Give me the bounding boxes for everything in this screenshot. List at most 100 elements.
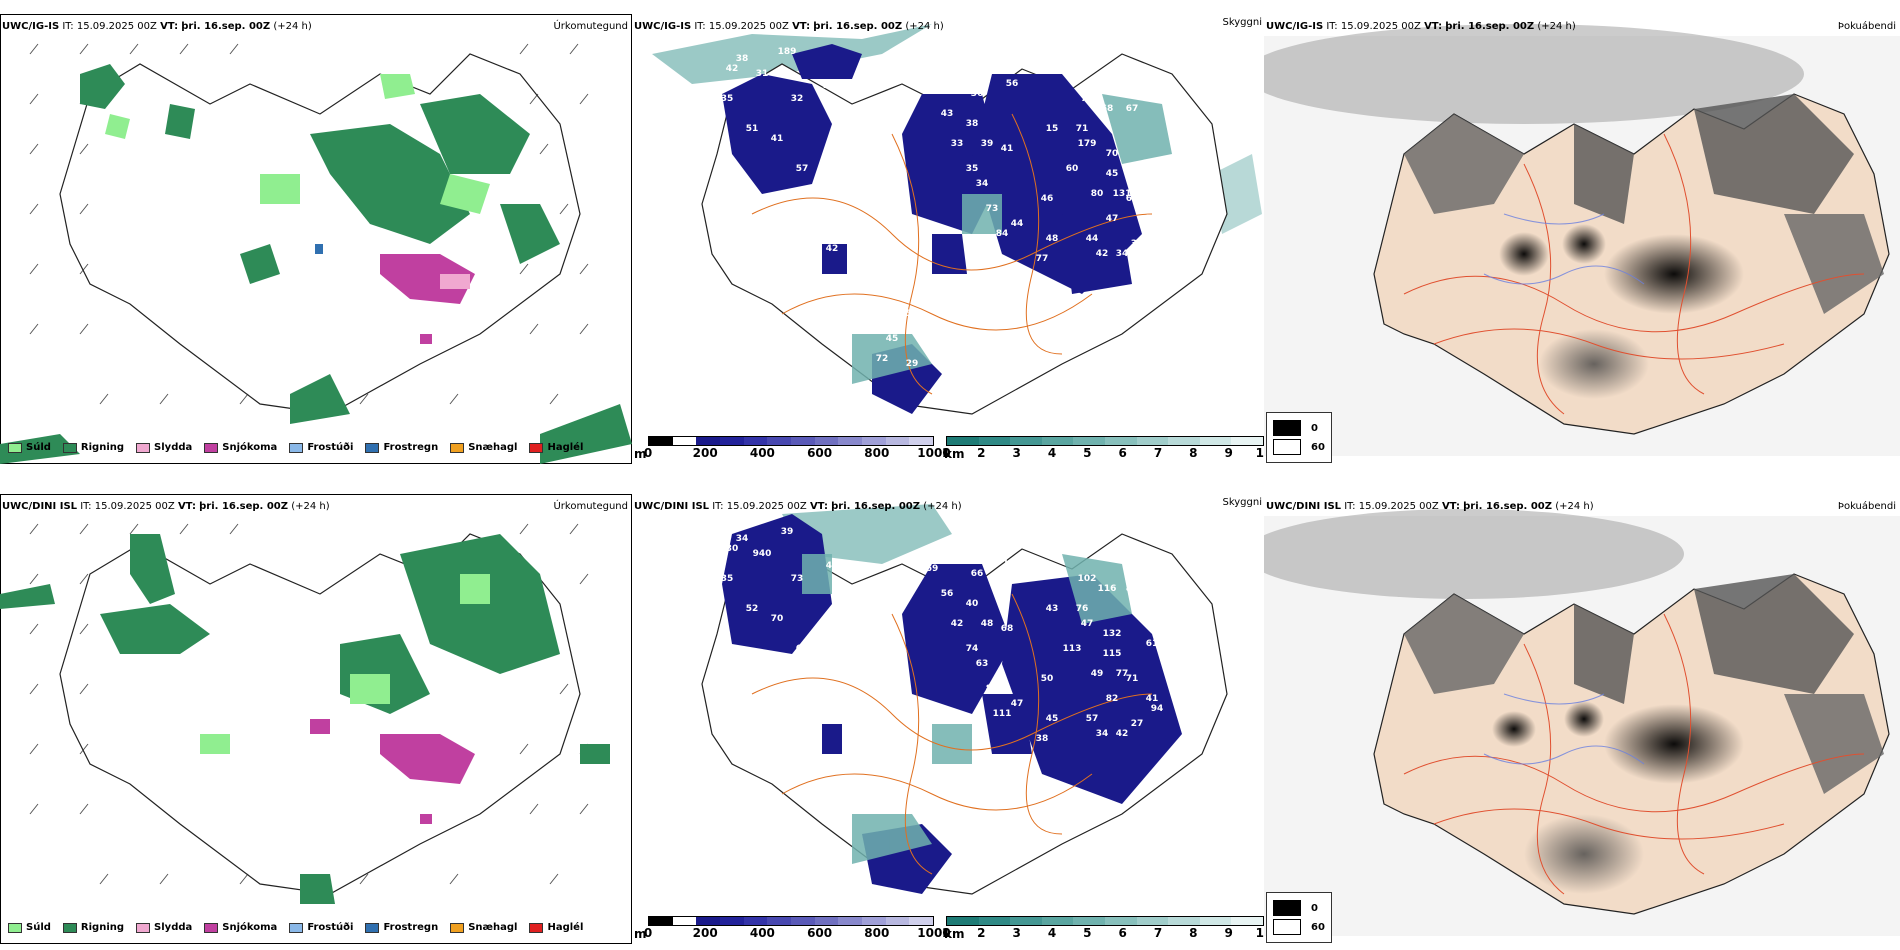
ceiling-value-label: 80: [1090, 189, 1104, 199]
visibility-colorbar-boxes: [946, 916, 1264, 926]
ceiling-value-label: 73: [790, 574, 804, 584]
ceiling-value-label: 71: [1125, 674, 1139, 684]
colorbar-swatch: [791, 437, 815, 445]
fog-legend-row: 0: [1273, 900, 1325, 916]
colorbar-swatch: [1199, 437, 1232, 445]
panel-title: Skyggni: [1222, 17, 1262, 28]
ceiling-value-label: 49: [1090, 669, 1104, 679]
colorbar-swatch: [791, 917, 815, 925]
ceiling-value-label: 73: [985, 204, 999, 214]
fog-panel-top: UWC/IG-IS IT: 15.09.2025 00Z VT: þri. 16…: [1264, 14, 1900, 464]
ceiling-value-label: 46: [1040, 194, 1054, 204]
ceiling-value-label: 60: [1065, 164, 1079, 174]
ceiling-value-label: 31: [755, 69, 769, 79]
colorbar-swatch: [720, 917, 744, 925]
colorbar-swatch: [862, 437, 886, 445]
ceiling-value-label: 38: [1035, 734, 1049, 744]
ceiling-value-label: 50: [1040, 674, 1054, 684]
ceiling-value-label: 66: [970, 569, 984, 579]
ceiling-value-label: 43: [940, 109, 954, 119]
ceiling-value-label: 70: [1080, 94, 1094, 104]
colorbar-tick: 200: [692, 926, 718, 940]
ceiling-value-label: 44: [1085, 234, 1099, 244]
colorbar-swatch: [649, 917, 673, 925]
ceiling-value-label: 74: [965, 644, 979, 654]
ceiling-value-label: 39: [780, 527, 794, 537]
colorbar-swatch: [885, 437, 910, 445]
colorbar-swatch: [838, 437, 863, 445]
colorbar-swatch: [743, 437, 768, 445]
visibility-colorbar: 1 2 3 4 5 6 7 8 9 10: [942, 916, 1264, 940]
colorbar-swatch: [672, 437, 697, 445]
colorbar-tick: 400: [749, 446, 775, 460]
ceiling-value-label: 34: [975, 179, 989, 189]
colorbar-tick: 6: [1118, 446, 1127, 460]
ceiling-value-label: 38: [965, 119, 979, 129]
colorbar-tick: 9: [1224, 926, 1233, 940]
ceiling-value-label: 42: [1095, 249, 1109, 259]
colorbar-swatch: [1104, 917, 1137, 925]
ceiling-value-label: 132: [1102, 629, 1122, 639]
colorbar-swatch: [862, 917, 886, 925]
fog-legend: 0 60: [1266, 412, 1332, 463]
colorbar-swatch: [743, 917, 768, 925]
ceiling-value-label: 34: [1095, 729, 1109, 739]
visibility-map-bottom: [701, 504, 1228, 895]
ceiling-value-label: 113: [1062, 644, 1082, 654]
colorbar-swatch: [696, 917, 721, 925]
ceiling-value-label: 38: [735, 54, 749, 64]
colorbar-swatch: [720, 437, 744, 445]
precip-panel-top: UWC/IG-IS IT: 15.09.2025 00Z VT: þri. 16…: [0, 14, 632, 464]
colorbar-tick: 800: [864, 926, 890, 940]
height-unit: m: [634, 447, 647, 461]
ceiling-value-label: 67: [1125, 104, 1139, 114]
ceiling-value-label: 47: [825, 561, 839, 571]
colorbar-swatch: [947, 917, 979, 925]
ceiling-value-label: 66: [1125, 194, 1139, 204]
panel-header: UWC/IG-IS IT: 15.09.2025 00Z VT: þri. 16…: [634, 21, 944, 32]
panel-title: Skyggni: [1222, 497, 1262, 508]
ceiling-value-label: 43: [1045, 604, 1059, 614]
ceiling-value-label: 41: [1000, 144, 1014, 154]
visibility-unit: km: [944, 927, 965, 941]
colorbar-swatch: [1073, 437, 1105, 445]
colorbar-tick: 1000: [917, 926, 951, 940]
legend-item-snaehagl: Snæhagl: [450, 442, 517, 453]
ceiling-value-label: 56: [1005, 79, 1019, 89]
fog-map-bottom: [1264, 509, 1900, 936]
ceiling-value-label: 189: [777, 47, 797, 57]
precip-legend: Súld Rigning Slydda Snjókoma Frostúði Fr…: [8, 922, 583, 933]
legend-item-snjokoma: Snjókoma: [204, 442, 277, 453]
visibility-colorbar-ticks: 1 2 3 4 5 6 7 8 9 10: [942, 926, 1264, 940]
colorbar-tick: 3: [1012, 446, 1021, 460]
ceiling-value-label: 34: [735, 534, 749, 544]
ceiling-value-label: 48: [1045, 234, 1059, 244]
legend-item-suld: Súld: [8, 442, 51, 453]
ceiling-value-label: 85: [1125, 584, 1139, 594]
fog-map-top: [1264, 24, 1900, 456]
fog-legend-row: 60: [1273, 919, 1325, 935]
ceiling-value-label: 57: [1085, 714, 1099, 724]
ceiling-value-label: 179: [1077, 139, 1097, 149]
visibility-panel-top: UWC/IG-IS IT: 15.09.2025 00Z VT: þri. 16…: [632, 14, 1264, 464]
ceiling-value-label: 68: [1000, 624, 1014, 634]
colorbar-swatch: [1199, 917, 1232, 925]
colorbar-swatch: [1136, 917, 1169, 925]
ceiling-value-label: 115: [1102, 649, 1122, 659]
ceiling-value-label: 71: [1075, 124, 1089, 134]
panel-header: UWC/DINI ISL IT: 15.09.2025 00Z VT: þri.…: [634, 501, 962, 512]
height-colorbar-ticks: 0 200 400 600 800 1000: [644, 926, 951, 940]
ceiling-value-label: 45: [1105, 169, 1119, 179]
legend-item-rigning: Rigning: [62, 442, 124, 453]
panel-title: Þokuábendi: [1837, 501, 1896, 512]
colorbar-tick: 2: [977, 446, 986, 460]
colorbar-swatch: [767, 437, 792, 445]
ceiling-value-label: 35: [720, 94, 734, 104]
colorbar-swatch: [885, 917, 910, 925]
ceiling-value-label: 114: [822, 81, 842, 91]
colorbar-tick: 7: [1153, 926, 1163, 940]
ceiling-value-label: 42: [1115, 729, 1129, 739]
ceiling-value-label: 52: [905, 309, 919, 319]
ceiling-value-label: 63: [975, 659, 989, 669]
colorbar-tick: 600: [807, 446, 833, 460]
